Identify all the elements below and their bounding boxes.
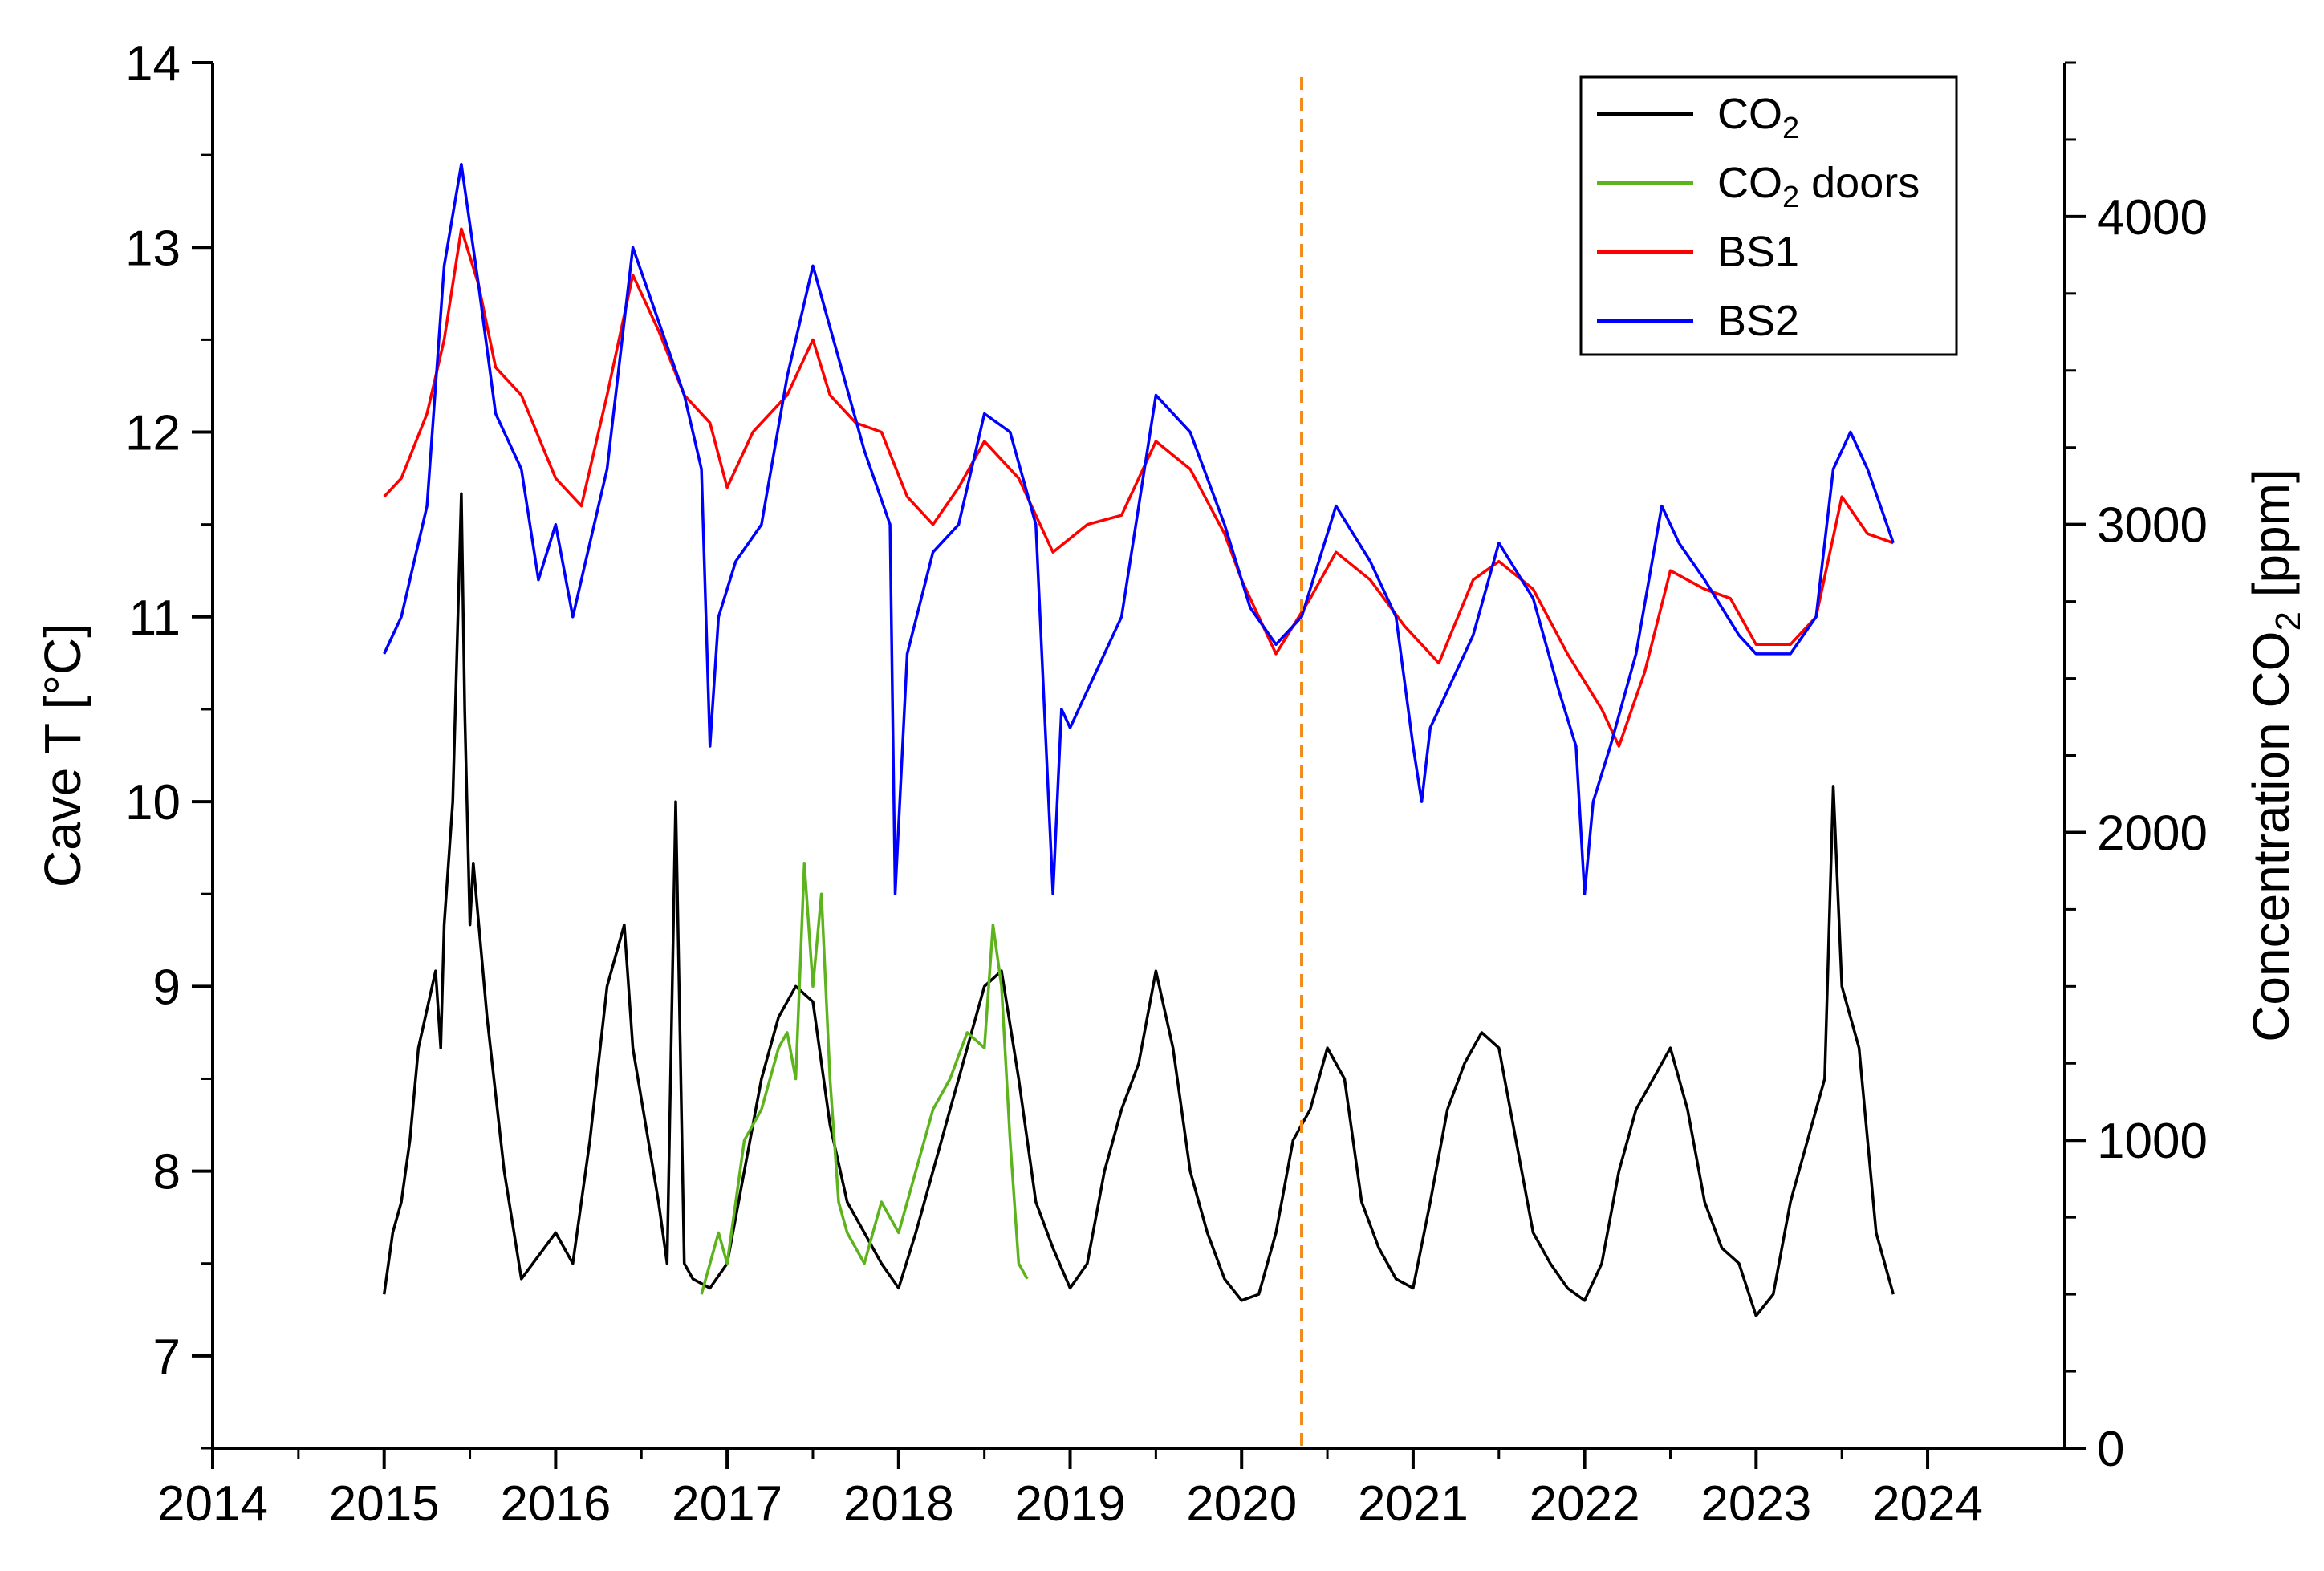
legend-label: CO2 — [1717, 90, 1799, 145]
right-tick-label: 2000 — [2097, 806, 2208, 861]
series-layer — [382, 162, 1895, 1317]
right-tick-label: 1000 — [2097, 1114, 2208, 1169]
x-tick-label: 2016 — [500, 1476, 611, 1532]
x-tick-label: 2017 — [672, 1476, 782, 1532]
x-tick-label: 2018 — [843, 1476, 954, 1532]
legend-label: BS2 — [1717, 297, 1799, 345]
right-tick-label: 0 — [2097, 1422, 2124, 1477]
x-tick-label: 2015 — [329, 1476, 440, 1532]
right-tick-label: 3000 — [2097, 498, 2208, 554]
left-tick-label: 10 — [125, 775, 181, 830]
x-tick-label: 2020 — [1186, 1476, 1297, 1532]
left-axis-title: Cave T [°C] — [34, 623, 91, 887]
left-tick-label: 14 — [125, 36, 181, 91]
left-tick-label: 7 — [153, 1329, 181, 1385]
x-tick-label: 2022 — [1530, 1476, 1640, 1532]
left-tick-label: 9 — [153, 960, 181, 1015]
legend: CO2 CO2 doors BS1 BS2 — [1579, 75, 1958, 356]
axes-layer: 2014 2015 2016 2017 2018 2019 2020 2021 2022 2023… — [34, 36, 2308, 1532]
left-tick-label: 13 — [125, 221, 181, 276]
legend-label: CO2 doors — [1717, 159, 1920, 214]
x-tick-label: 2024 — [1872, 1476, 1983, 1532]
right-axis-title: Concentration CO2 [ppm] — [2242, 469, 2308, 1042]
left-tick-label: 8 — [153, 1145, 181, 1200]
left-tick-label: 12 — [125, 406, 181, 461]
series-line-co2-doors — [700, 862, 1029, 1295]
legend-box — [1579, 75, 1958, 356]
series-line-bs2 — [383, 162, 1895, 895]
series-line-bs1 — [383, 227, 1894, 748]
x-tick-label: 2023 — [1700, 1476, 1811, 1532]
legend-label: BS1 — [1717, 228, 1799, 276]
x-tick-label: 2019 — [1015, 1476, 1126, 1532]
series-line-co2 — [382, 492, 1895, 1317]
left-tick-label: 11 — [129, 591, 181, 646]
right-tick-label: 4000 — [2097, 190, 2208, 246]
x-tick-label: 2021 — [1358, 1476, 1469, 1532]
x-tick-label: 2014 — [157, 1476, 268, 1532]
